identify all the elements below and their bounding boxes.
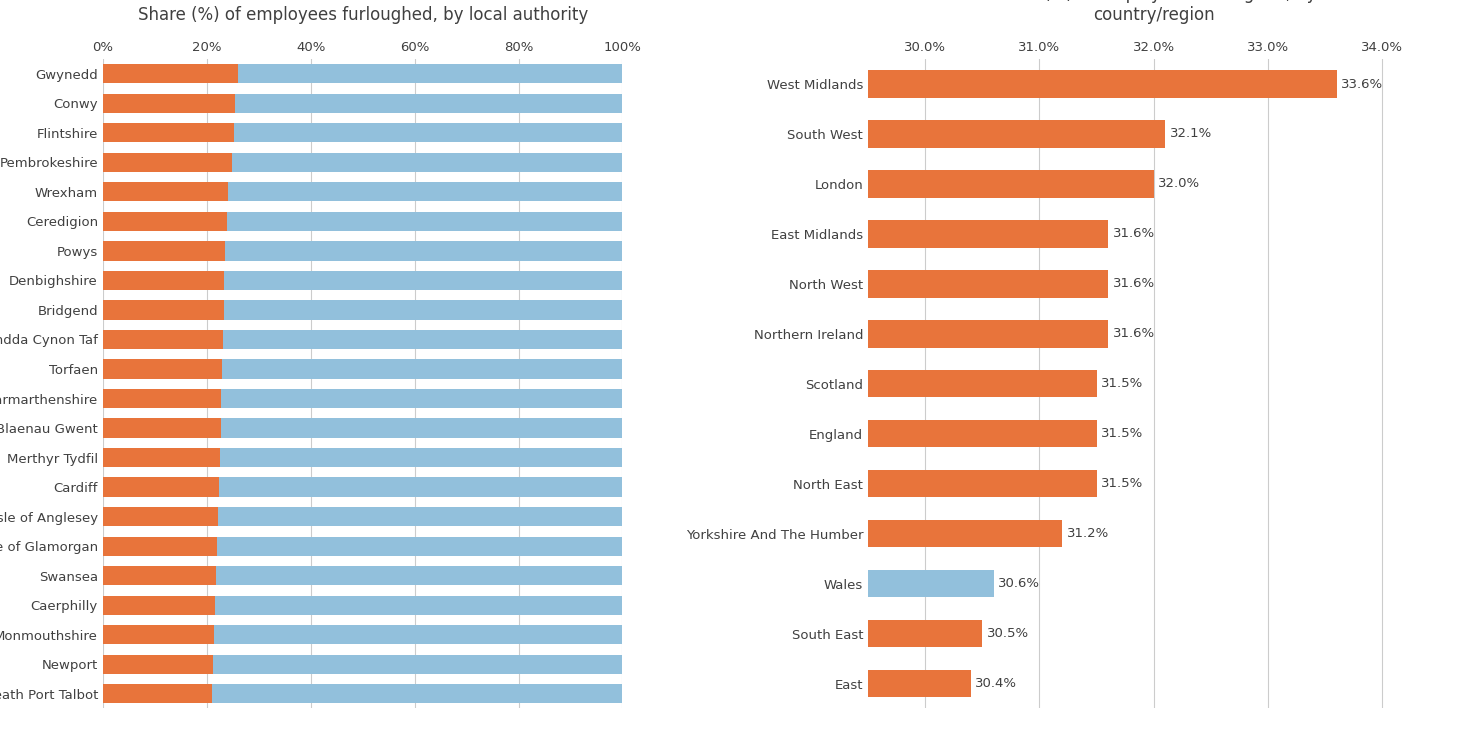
Text: 32.1%: 32.1%	[1169, 128, 1212, 140]
Bar	[226, 212, 623, 231]
Bar	[868, 320, 1108, 348]
Bar	[103, 330, 223, 349]
Bar	[103, 448, 220, 467]
Bar	[214, 625, 623, 644]
Bar	[103, 625, 214, 644]
Bar	[868, 570, 993, 597]
Bar	[225, 241, 623, 261]
Bar	[212, 684, 623, 703]
Bar	[103, 684, 212, 703]
Bar	[235, 94, 623, 113]
Title: Share (%) of employees furloughed, by local authority: Share (%) of employees furloughed, by lo…	[138, 6, 588, 24]
Bar	[103, 477, 219, 497]
Bar	[103, 182, 228, 201]
Bar	[868, 270, 1108, 297]
Bar	[220, 448, 623, 467]
Text: 31.6%: 31.6%	[1112, 277, 1155, 290]
Bar	[238, 64, 623, 83]
Bar	[103, 64, 238, 83]
Text: 30.6%: 30.6%	[999, 577, 1040, 590]
Bar	[103, 389, 222, 408]
Bar	[868, 620, 983, 647]
Bar	[223, 330, 623, 349]
Bar	[868, 170, 1153, 198]
Bar	[103, 94, 235, 113]
Bar	[228, 182, 623, 201]
Bar	[232, 153, 623, 172]
Bar	[868, 470, 1097, 497]
Text: 31.6%: 31.6%	[1112, 227, 1155, 241]
Text: 32.0%: 32.0%	[1159, 177, 1200, 190]
Text: 31.5%: 31.5%	[1102, 477, 1143, 490]
Bar	[220, 418, 623, 438]
Bar	[868, 70, 1337, 97]
Bar	[868, 120, 1165, 148]
Bar	[234, 123, 623, 142]
Bar	[103, 212, 226, 231]
Bar	[103, 596, 214, 615]
Bar	[225, 271, 623, 290]
Bar	[217, 537, 623, 556]
Bar	[868, 420, 1097, 447]
Text: 31.2%: 31.2%	[1066, 527, 1109, 540]
Text: 31.5%: 31.5%	[1102, 377, 1143, 390]
Bar	[103, 271, 225, 290]
Title: Share (%) of employees furloughed, by
country/region: Share (%) of employees furloughed, by co…	[992, 0, 1316, 24]
Bar	[868, 520, 1062, 548]
Bar	[103, 507, 219, 526]
Bar	[103, 300, 223, 320]
Bar	[103, 566, 216, 585]
Bar	[103, 241, 225, 261]
Bar	[223, 300, 623, 320]
Bar	[216, 566, 623, 585]
Bar	[222, 389, 623, 408]
Bar	[868, 670, 971, 697]
Bar	[103, 418, 220, 438]
Bar	[214, 596, 623, 615]
Bar	[868, 220, 1108, 248]
Bar	[103, 359, 222, 379]
Text: 30.4%: 30.4%	[975, 677, 1018, 690]
Bar	[103, 123, 234, 142]
Bar	[868, 370, 1097, 398]
Text: 31.5%: 31.5%	[1102, 427, 1143, 440]
Text: 30.5%: 30.5%	[987, 627, 1028, 640]
Bar	[103, 153, 232, 172]
Bar	[103, 537, 217, 556]
Bar	[219, 507, 623, 526]
Bar	[103, 655, 213, 674]
Bar	[219, 477, 623, 497]
Text: 31.6%: 31.6%	[1112, 328, 1155, 340]
Bar	[213, 655, 623, 674]
Text: 33.6%: 33.6%	[1341, 77, 1384, 91]
Bar	[222, 359, 623, 379]
